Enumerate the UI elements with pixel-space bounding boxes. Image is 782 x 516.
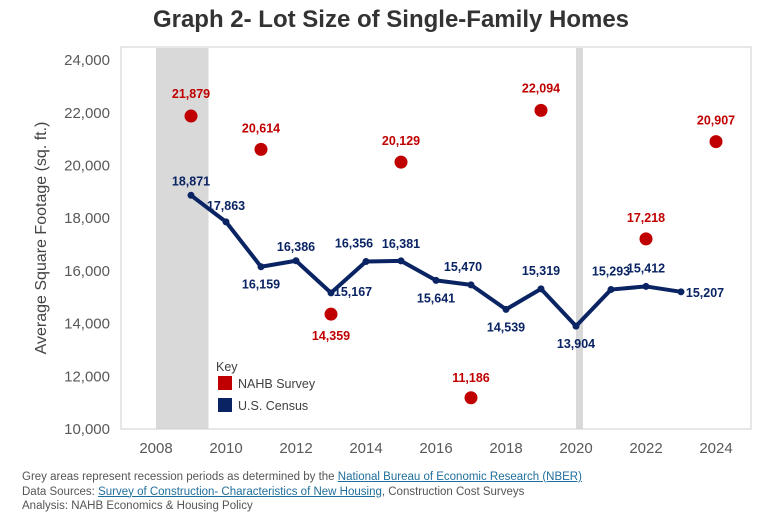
footnotes: Grey areas represent recession periods a…	[22, 470, 582, 514]
nahb-point	[709, 135, 723, 149]
census-data-label: 15,167	[334, 285, 372, 299]
census-data-label: 16,381	[382, 237, 420, 251]
census-point	[292, 257, 300, 265]
census-point	[572, 322, 580, 330]
legend-swatch-census	[218, 398, 232, 412]
census-point	[642, 282, 650, 290]
plot-frame	[120, 46, 752, 430]
nahb-point	[324, 307, 338, 321]
y-tick-label: 16,000	[64, 263, 110, 280]
y-tick-label: 12,000	[64, 368, 110, 385]
census-data-label: 15,641	[417, 291, 455, 305]
x-tick-label: 2012	[279, 440, 312, 457]
census-data-label: 16,386	[277, 240, 315, 254]
census-point	[187, 191, 195, 199]
census-data-label: 13,904	[557, 337, 595, 351]
series: 18,871 17,863 16,159 16,386 15,167 16,356 16,3…	[172, 81, 735, 405]
census-data-label: 16,356	[335, 237, 373, 251]
census-data-label: 14,539	[487, 320, 525, 334]
census-data-label: 15,470	[444, 260, 482, 274]
footnote-recession: Grey areas represent recession periods a…	[22, 471, 582, 483]
census-data-label: 15,207	[686, 286, 724, 300]
chart: 10,000 12,000 14,000 16,000 18,000 20,000 22,0…	[33, 46, 752, 457]
census-point	[607, 286, 615, 294]
footnote-analysis: Analysis: NAHB Economics & Housing Polic…	[22, 500, 253, 512]
census-point	[362, 258, 370, 266]
y-tick-label: 14,000	[64, 316, 110, 333]
census-point	[677, 288, 685, 296]
nahb-data-label: 14,359	[312, 329, 350, 343]
census-point	[222, 218, 230, 226]
y-tick-label: 24,000	[64, 52, 110, 69]
y-axis: 10,000 12,000 14,000 16,000 18,000 20,000 22,0…	[64, 52, 110, 438]
legend-swatch-nahb	[218, 376, 232, 390]
x-tick-label: 2022	[629, 440, 662, 457]
y-tick-label: 22,000	[64, 105, 110, 122]
census-point	[502, 305, 510, 313]
nahb-point	[464, 391, 478, 405]
x-tick-label: 2020	[559, 440, 592, 457]
census-line	[189, 193, 683, 329]
chart-title: Graph 2- Lot Size of Single-Family Homes	[152, 6, 630, 33]
recession-bands	[156, 48, 583, 429]
x-tick-label: 2014	[349, 440, 382, 457]
census-point	[257, 263, 265, 271]
y-axis-label: Average Square Footage (sq. ft.)	[33, 122, 50, 355]
y-tick-label: 18,000	[64, 210, 110, 227]
nahb-point	[394, 155, 408, 169]
nahb-data-label: 22,094	[522, 81, 560, 95]
y-tick-label: 10,000	[64, 421, 110, 438]
census-data-label: 17,863	[207, 199, 245, 213]
x-axis: 2008 2010 2012 2014 2016 2018 2020 2022 2024	[139, 440, 732, 457]
recession-band	[156, 48, 209, 429]
legend-title: Key	[216, 360, 238, 374]
census-data-label: 15,293	[592, 265, 630, 279]
census-data-label: 16,159	[242, 278, 280, 292]
x-tick-label: 2018	[489, 440, 522, 457]
soc-link[interactable]: Survey of Construction- Characteristics …	[98, 485, 382, 498]
census-data-label: 15,412	[627, 261, 665, 275]
nahb-point	[184, 109, 198, 123]
nahb-point	[639, 232, 653, 246]
legend-label-census: U.S. Census	[238, 399, 308, 413]
census-point	[327, 289, 335, 297]
nahb-data-label: 11,186	[452, 371, 490, 385]
footnote-sources: Data Sources: Survey of Construction- Ch…	[22, 485, 525, 498]
nahb-data-label: 20,614	[242, 121, 280, 135]
nahb-point	[254, 142, 268, 156]
census-point	[537, 285, 545, 293]
x-tick-label: 2024	[699, 440, 732, 457]
census-point	[397, 257, 405, 265]
y-tick-label: 20,000	[64, 158, 110, 175]
census-data-label: 18,871	[172, 174, 210, 188]
nahb-data-label: 20,907	[697, 114, 735, 128]
x-tick-label: 2010	[209, 440, 242, 457]
nber-link[interactable]: National Bureau of Economic Research (NB…	[337, 471, 582, 483]
legend-label-nahb: NAHB Survey	[238, 377, 316, 391]
nahb-data-label: 17,218	[627, 211, 665, 225]
x-tick-label: 2008	[139, 440, 172, 457]
x-tick-label: 2016	[419, 440, 452, 457]
recession-band	[576, 48, 583, 429]
nahb-data-label: 21,879	[172, 87, 210, 101]
census-data-label: 15,319	[522, 264, 560, 278]
nahb-point	[534, 103, 548, 117]
census-point	[432, 276, 440, 284]
census-point	[467, 281, 475, 289]
nahb-data-label: 20,129	[382, 134, 420, 148]
